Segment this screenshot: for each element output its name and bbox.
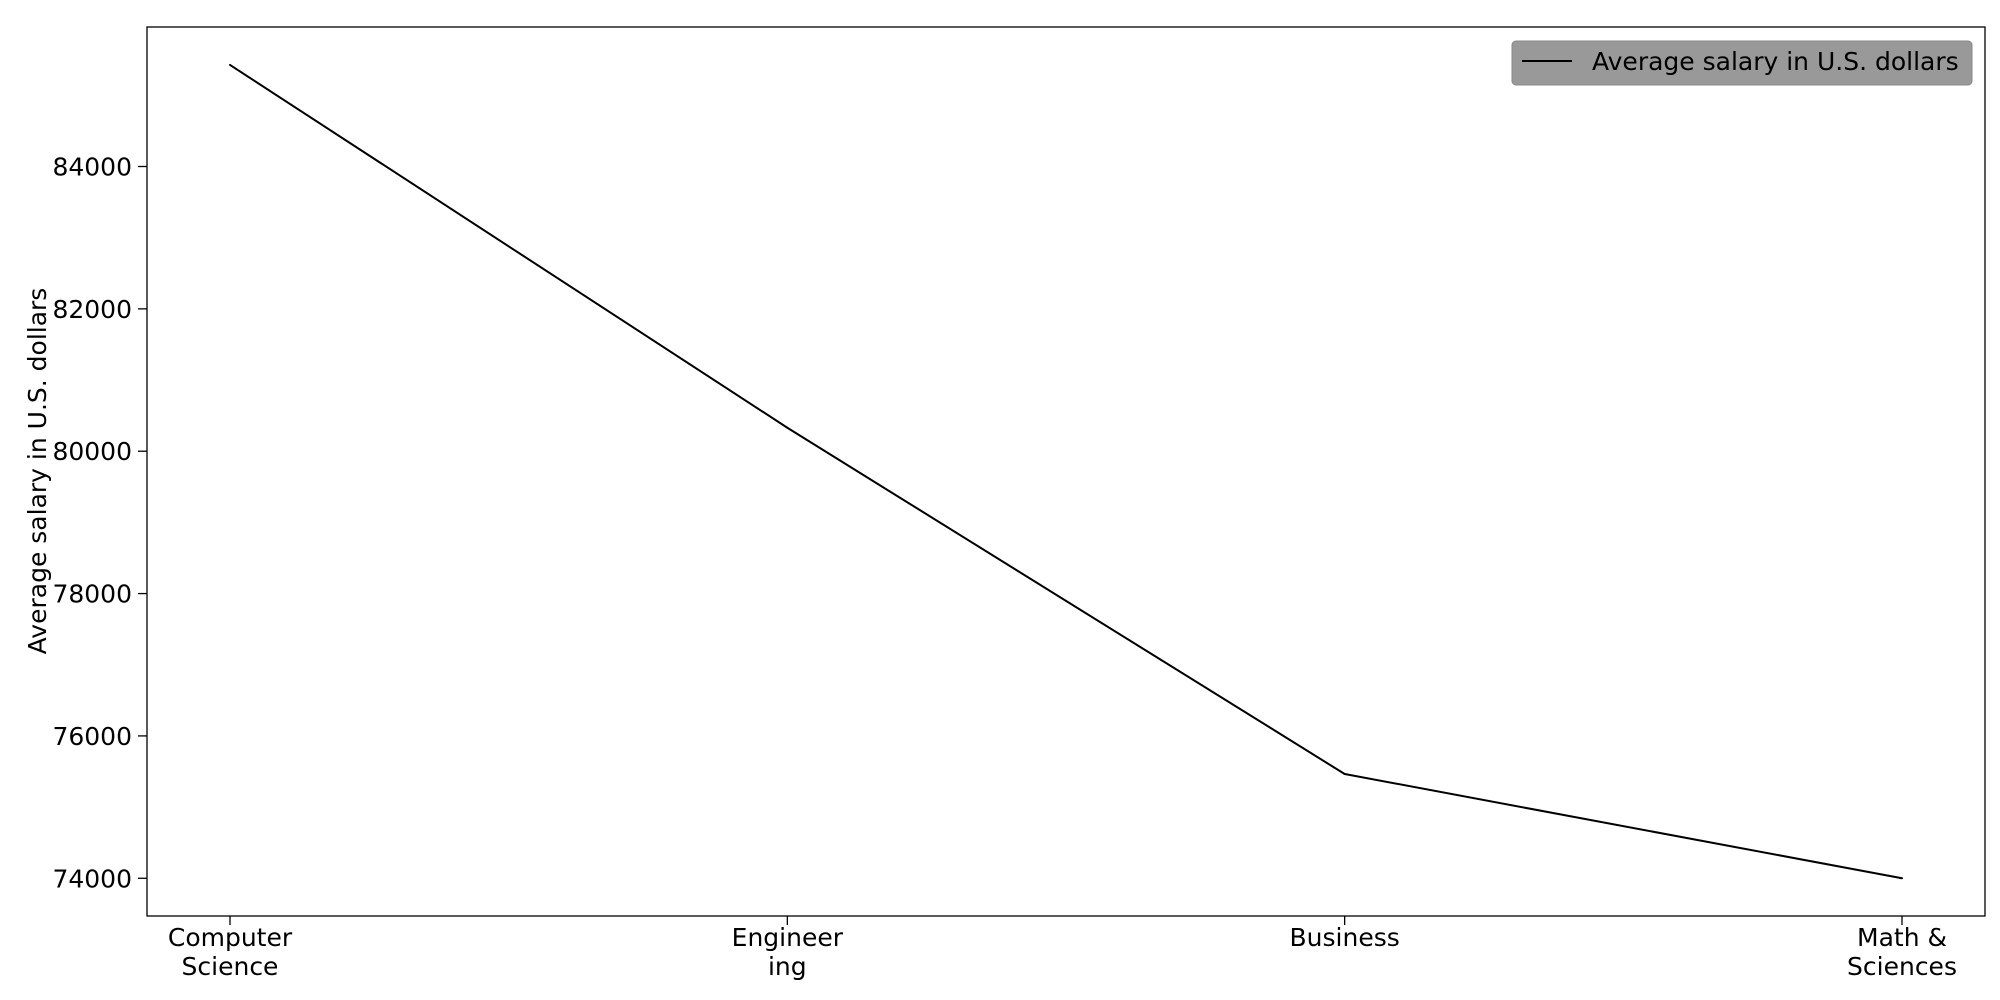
legend: Average salary in U.S. dollars [1511, 40, 1973, 86]
y-tick-label: 74000 [52, 864, 132, 893]
y-tick-label: 84000 [52, 153, 132, 182]
legend-box [1511, 40, 1973, 86]
y-axis-label: Average salary in U.S. dollars [23, 288, 52, 655]
data-point [229, 63, 231, 66]
y-axis: 74000 76000 78000 80000 82000 84000 [52, 153, 147, 893]
data-point [1343, 773, 1346, 776]
legend-label: Average salary in U.S. dollars [1592, 47, 1959, 76]
data-point [1901, 877, 1903, 880]
x-axis: Computer Science Engineer ing Business Math &… [168, 916, 1957, 981]
y-tick-label: 78000 [52, 580, 132, 609]
plot-series [229, 63, 1903, 880]
x-tick-label: Computer Science [168, 923, 293, 981]
y-tick-label: 82000 [52, 295, 132, 324]
x-tick-label: Business [1290, 923, 1400, 952]
x-tick-label: Math & Sciences [1847, 923, 1957, 981]
plot-frame [146, 26, 1986, 917]
data-point [786, 426, 789, 429]
x-tick-label: Engineer ing [732, 923, 844, 981]
y-tick-label: 80000 [52, 437, 132, 466]
series-line [229, 64, 1903, 880]
y-tick-label: 76000 [52, 722, 132, 751]
